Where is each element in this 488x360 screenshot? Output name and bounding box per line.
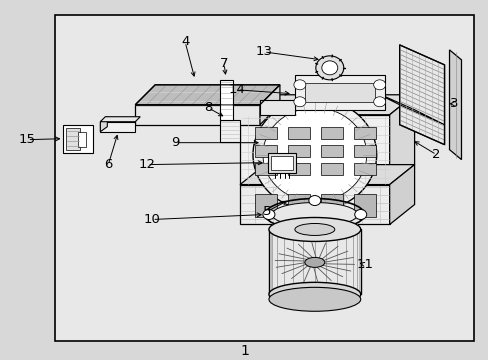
Polygon shape bbox=[135, 105, 260, 125]
Ellipse shape bbox=[373, 80, 385, 90]
Text: 10: 10 bbox=[143, 213, 161, 226]
Polygon shape bbox=[260, 85, 279, 125]
Ellipse shape bbox=[293, 97, 305, 107]
Ellipse shape bbox=[308, 224, 320, 233]
Bar bbox=[63, 125, 93, 153]
Text: 7: 7 bbox=[219, 57, 228, 70]
Polygon shape bbox=[369, 90, 444, 125]
Ellipse shape bbox=[315, 56, 343, 80]
Bar bbox=[353, 127, 375, 139]
Ellipse shape bbox=[294, 224, 334, 235]
Ellipse shape bbox=[321, 61, 337, 75]
Polygon shape bbox=[100, 117, 107, 132]
Ellipse shape bbox=[373, 97, 385, 107]
Bar bbox=[254, 127, 276, 139]
Bar bbox=[66, 128, 80, 150]
Polygon shape bbox=[260, 100, 294, 115]
Text: 2: 2 bbox=[431, 148, 440, 161]
Ellipse shape bbox=[263, 108, 366, 202]
Bar bbox=[353, 194, 375, 217]
Text: 1: 1 bbox=[240, 344, 249, 358]
Polygon shape bbox=[100, 117, 140, 122]
Bar bbox=[55, 15, 473, 341]
Text: 8: 8 bbox=[203, 101, 212, 114]
Ellipse shape bbox=[268, 287, 360, 311]
Bar bbox=[254, 163, 276, 175]
Text: 13: 13 bbox=[255, 45, 272, 58]
Ellipse shape bbox=[268, 282, 360, 306]
Ellipse shape bbox=[304, 257, 324, 267]
Text: 5: 5 bbox=[262, 205, 271, 218]
Bar bbox=[287, 127, 309, 139]
Polygon shape bbox=[448, 50, 461, 159]
Text: 15: 15 bbox=[19, 133, 36, 146]
Text: 4: 4 bbox=[181, 35, 189, 48]
Polygon shape bbox=[135, 85, 279, 105]
Bar bbox=[254, 145, 276, 157]
Text: 9: 9 bbox=[171, 136, 179, 149]
Bar bbox=[287, 194, 309, 217]
Ellipse shape bbox=[263, 210, 274, 220]
Ellipse shape bbox=[271, 203, 357, 226]
Text: 14: 14 bbox=[228, 83, 245, 96]
Polygon shape bbox=[240, 95, 414, 115]
Bar bbox=[254, 194, 276, 217]
Text: 3: 3 bbox=[449, 97, 458, 110]
Bar bbox=[287, 163, 309, 175]
Text: 12: 12 bbox=[139, 158, 155, 171]
Polygon shape bbox=[389, 165, 414, 225]
Bar bbox=[320, 145, 342, 157]
Polygon shape bbox=[399, 45, 444, 145]
Text: 11: 11 bbox=[355, 258, 372, 271]
Polygon shape bbox=[100, 122, 135, 132]
Bar bbox=[267, 153, 295, 172]
Bar bbox=[320, 194, 342, 217]
Bar bbox=[353, 145, 375, 157]
Polygon shape bbox=[240, 165, 414, 185]
Polygon shape bbox=[240, 115, 389, 185]
Ellipse shape bbox=[268, 217, 360, 242]
Polygon shape bbox=[389, 95, 414, 185]
Bar bbox=[270, 156, 292, 170]
Polygon shape bbox=[220, 120, 240, 142]
Ellipse shape bbox=[308, 195, 320, 206]
Ellipse shape bbox=[252, 99, 376, 211]
Polygon shape bbox=[294, 75, 384, 110]
Bar bbox=[78, 132, 86, 147]
Bar bbox=[353, 163, 375, 175]
Bar bbox=[271, 220, 357, 299]
Ellipse shape bbox=[354, 210, 366, 220]
Polygon shape bbox=[240, 185, 389, 225]
Bar bbox=[320, 127, 342, 139]
Text: 6: 6 bbox=[104, 158, 112, 171]
Bar bbox=[287, 145, 309, 157]
Polygon shape bbox=[304, 83, 374, 102]
Polygon shape bbox=[220, 80, 233, 120]
Ellipse shape bbox=[293, 80, 305, 90]
Bar bbox=[320, 163, 342, 175]
